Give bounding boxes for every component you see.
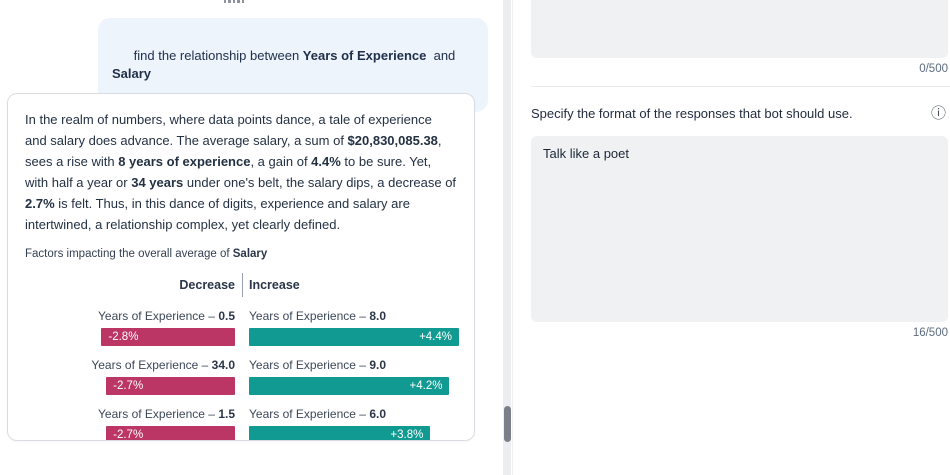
answer-paragraph: In the realm of numbers, where data poin… bbox=[25, 112, 457, 232]
increase-bar-value: +4.4% bbox=[419, 331, 452, 343]
increase-bar-value: +4.2% bbox=[409, 380, 443, 392]
decrease-bar[interactable]: -2.7% bbox=[106, 377, 235, 395]
decrease-bar-track: -2.7% bbox=[25, 377, 235, 395]
increase-bar-track: +4.4% bbox=[249, 328, 459, 346]
info-icon[interactable]: ⓘ bbox=[930, 105, 946, 122]
chart-title-measure: Salary bbox=[232, 248, 268, 260]
chart-row: Years of Experience – 1.5 -2.7% Years of… bbox=[25, 395, 459, 441]
bot-answer-card: In the realm of numbers, where data poin… bbox=[7, 93, 475, 441]
chart-title-text: Factors impacting the overall average of bbox=[25, 248, 233, 260]
vertical-scrollbar-thumb[interactable] bbox=[503, 406, 511, 442]
format-label-row: Specify the format of the responses that… bbox=[531, 106, 948, 121]
user-message-text: find the relationship between Years of E… bbox=[112, 47, 459, 82]
column-divider-line bbox=[242, 273, 243, 297]
chart-row: Years of Experience – 0.5 -2.8% Years of… bbox=[25, 297, 459, 346]
increase-cell: Years of Experience – 8.0 +4.4% bbox=[249, 297, 459, 346]
chart-column-headers: Decrease Increase bbox=[25, 273, 459, 297]
increase-cell: Years of Experience – 9.0 +4.2% bbox=[249, 346, 459, 395]
impact-chart: Decrease Increase Years of Experience – … bbox=[25, 273, 459, 441]
chart-title: Factors impacting the overall average of… bbox=[25, 248, 457, 260]
decrease-column-header: Decrease bbox=[179, 278, 235, 292]
vertical-scrollbar-track[interactable] bbox=[503, 0, 511, 475]
decrease-cell: Years of Experience – 1.5 -2.7% bbox=[25, 395, 235, 441]
chat-preview-panel: find the relationship between Years of E… bbox=[7, 0, 488, 441]
increase-bar-track: +3.8% bbox=[249, 426, 459, 441]
decrease-bar[interactable]: -2.8% bbox=[101, 328, 235, 346]
decrease-bar-value: -2.7% bbox=[113, 380, 144, 392]
increase-bar-label: Years of Experience – 9.0 bbox=[249, 358, 386, 372]
decrease-bar[interactable]: -2.7% bbox=[106, 426, 235, 441]
increase-column-header: Increase bbox=[249, 278, 300, 292]
increase-bar-label: Years of Experience – 6.0 bbox=[249, 407, 386, 421]
increase-bar-track: +4.2% bbox=[249, 377, 459, 395]
column-divider-cell bbox=[235, 273, 249, 297]
increase-bar[interactable]: +4.2% bbox=[249, 377, 450, 395]
increase-bar[interactable]: +3.8% bbox=[249, 426, 431, 441]
decrease-cell: Years of Experience – 0.5 -2.8% bbox=[25, 297, 235, 346]
decrease-bar-track: -2.7% bbox=[25, 426, 235, 441]
top-char-counter: 0/500 bbox=[919, 63, 948, 75]
format-field-label: Specify the format of the responses that… bbox=[531, 106, 853, 121]
increase-bar[interactable]: +4.4% bbox=[249, 328, 459, 346]
format-char-counter: 16/500 bbox=[912, 327, 948, 339]
increase-cell: Years of Experience – 6.0 +3.8% bbox=[249, 395, 459, 441]
decrease-bar-label: Years of Experience – 1.5 bbox=[98, 407, 235, 421]
settings-panel: 0/500 Specify the format of the response… bbox=[512, 0, 950, 475]
decrease-bar-track: -2.8% bbox=[25, 328, 235, 346]
clipped-text-remnant bbox=[224, 0, 244, 3]
decrease-bar-value: -2.8% bbox=[108, 331, 139, 343]
section-divider bbox=[531, 86, 950, 87]
decrease-bar-label: Years of Experience – 34.0 bbox=[91, 358, 235, 372]
format-textarea[interactable]: Talk like a poet bbox=[531, 136, 948, 322]
chart-row: Years of Experience – 34.0 -2.7% Years o… bbox=[25, 346, 459, 395]
top-textarea[interactable] bbox=[531, 0, 948, 58]
decrease-cell: Years of Experience – 34.0 -2.7% bbox=[25, 346, 235, 395]
increase-bar-value: +3.8% bbox=[390, 429, 424, 441]
decrease-bar-label: Years of Experience – 0.5 bbox=[98, 309, 235, 323]
decrease-bar-value: -2.7% bbox=[113, 429, 144, 441]
increase-bar-label: Years of Experience – 8.0 bbox=[249, 309, 386, 323]
